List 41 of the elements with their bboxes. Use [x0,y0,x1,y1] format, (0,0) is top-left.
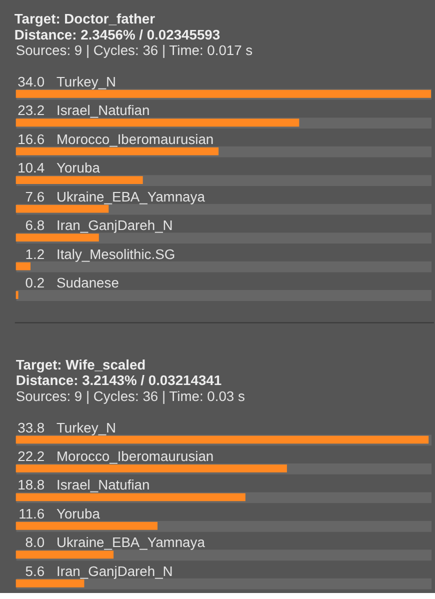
data-label: 5.6 [25,562,45,579]
category-label: Morocco_Iberomaurusian [56,130,214,147]
category-label: Italy_Mesolithic.SG [56,246,176,262]
category-label: Israel_Natufian [56,102,150,118]
source-note: Sources: 9 | Cycles: 36 | Time: 0.017 s [16,42,253,58]
category-label: Iran_GanjDareh_N [56,562,173,579]
chart-subtitle: Distance: 2.3456% / 0.02345593 [14,26,220,42]
bar [16,204,109,213]
bar [16,262,31,270]
bar [16,550,114,559]
data-label: 18.8 [18,476,45,493]
category-label: Turkey_N [56,419,116,436]
data-label: 11.6 [18,505,45,522]
bar [16,579,84,588]
source-note: Sources: 9 | Cycles: 36 | Time: 0.03 s [16,388,245,404]
data-label: 8.0 [25,534,45,550]
data-label: 10.4 [18,160,45,176]
category-label: Iran_GanjDareh_N [56,217,173,234]
category-label: Ukraine_EBA_Yamnaya [56,188,205,204]
category-label: Ukraine_EBA_Yamnaya [56,534,205,550]
bar [16,176,143,184]
chart-subtitle: Distance: 3.2143% / 0.03214341 [16,372,222,388]
data-label: 33.8 [18,419,45,436]
data-label: 0.2 [25,274,45,291]
bar [16,291,18,299]
data-label: 34.0 [18,73,45,90]
data-label: 1.2 [25,246,45,262]
data-label: 23.2 [18,102,45,118]
data-label: 22.2 [18,448,45,464]
category-label: Sudanese [56,274,119,291]
chart-title: Target: Wife_scaled [16,356,146,372]
category-label: Morocco_Iberomaurusian [56,448,214,464]
data-label: 16.6 [18,130,45,147]
data-label: 6.8 [25,217,45,234]
bar [16,234,99,242]
chart-title: Target: Doctor_father [14,10,156,27]
data-label: 7.6 [25,188,45,204]
category-label: Yoruba [56,160,100,176]
category-label: Turkey_N [56,73,116,90]
category-label: Israel_Natufian [56,476,150,493]
category-label: Yoruba [56,505,100,522]
